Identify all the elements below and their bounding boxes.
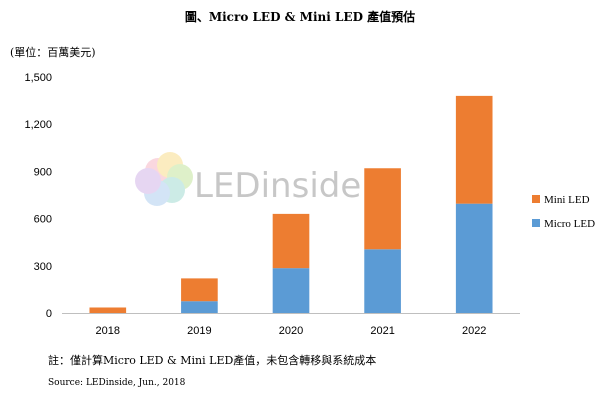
watermark-text: LEDinside	[194, 166, 361, 206]
legend-label-mini-led: Mini LED	[544, 194, 590, 206]
bar-mini-led-2018	[89, 307, 127, 313]
bar-mini-led-2019	[181, 278, 218, 302]
chart-note: 註：僅計算Micro LED & Mini LED產值，未包含轉移與系統成本	[48, 354, 377, 367]
legend-swatch-micro-led	[532, 219, 540, 227]
bar-micro-led-2020	[272, 268, 310, 313]
bar-mini-led-2022	[455, 95, 493, 204]
x-tick-label: 2021	[370, 325, 394, 337]
bar-micro-led-2021	[364, 249, 401, 313]
y-tick-label: 600	[34, 214, 52, 226]
x-tick-label: 2019	[187, 325, 211, 337]
bar-mini-led-2021	[364, 168, 401, 250]
legend-swatch-mini-led	[532, 195, 540, 203]
y-tick-label: 900	[34, 166, 52, 178]
bar-micro-led-2022	[455, 203, 493, 313]
x-tick-label: 2020	[279, 325, 303, 337]
y-tick-label: 300	[34, 261, 52, 273]
chart-title: 圖、Micro LED & Mini LED 產值預估	[184, 10, 416, 24]
bar-mini-led-2020	[272, 213, 310, 269]
y-tick-label: 0	[46, 308, 52, 320]
y-tick-label: 1,500	[24, 72, 52, 84]
legend-label-micro-led: Micro LED	[544, 218, 595, 230]
x-tick-label: 2018	[96, 325, 120, 337]
y-axis-unit-label: (單位：百萬美元)	[10, 46, 96, 59]
x-tick-label: 2022	[462, 325, 486, 337]
y-tick-label: 1,200	[24, 119, 52, 131]
chart-source: Source: LEDinside, Jun., 2018	[48, 378, 186, 388]
bar-micro-led-2019	[181, 301, 218, 313]
ledinside-watermark-logo: LEDinside	[135, 152, 361, 206]
